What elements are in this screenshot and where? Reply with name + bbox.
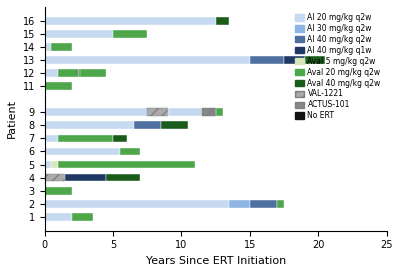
- Bar: [58, 161, 195, 168]
- Legend: Al 20 mg/kg q2w, Al 30 mg/kg q2w, Al 40 mg/kg q2w, Al 40 mg/kg q1w, Aval 5 mg/kg: Al 20 mg/kg q2w, Al 30 mg/kg q2w, Al 40 …: [293, 11, 383, 123]
- Bar: [65, 174, 106, 182]
- Bar: [80, 69, 106, 77]
- X-axis label: Years Since ERT Initiation: Years Since ERT Initiation: [146, 256, 286, 266]
- Bar: [44, 43, 52, 51]
- Bar: [277, 200, 284, 207]
- Bar: [58, 135, 113, 142]
- Bar: [44, 187, 72, 195]
- Bar: [134, 121, 161, 129]
- Bar: [44, 82, 72, 90]
- Bar: [44, 200, 229, 207]
- Bar: [44, 30, 113, 38]
- Bar: [250, 56, 284, 64]
- Y-axis label: Patient: Patient: [7, 99, 17, 138]
- Bar: [161, 121, 188, 129]
- Bar: [44, 174, 65, 182]
- Bar: [44, 69, 58, 77]
- Bar: [305, 56, 325, 64]
- Bar: [58, 69, 79, 77]
- Bar: [52, 43, 72, 51]
- Bar: [44, 213, 72, 221]
- Bar: [216, 108, 222, 116]
- Bar: [106, 174, 140, 182]
- Bar: [52, 161, 58, 168]
- Bar: [44, 121, 134, 129]
- Bar: [120, 148, 140, 155]
- Bar: [44, 148, 120, 155]
- Bar: [44, 56, 250, 64]
- Bar: [250, 200, 277, 207]
- Bar: [72, 213, 92, 221]
- Bar: [44, 17, 216, 25]
- Bar: [216, 17, 229, 25]
- Bar: [284, 56, 305, 64]
- Bar: [202, 108, 216, 116]
- Bar: [79, 69, 80, 77]
- Bar: [147, 108, 168, 116]
- Bar: [113, 135, 127, 142]
- Bar: [44, 161, 52, 168]
- Bar: [168, 108, 202, 116]
- Bar: [44, 108, 147, 116]
- Bar: [44, 135, 58, 142]
- Bar: [229, 200, 250, 207]
- Bar: [113, 30, 147, 38]
